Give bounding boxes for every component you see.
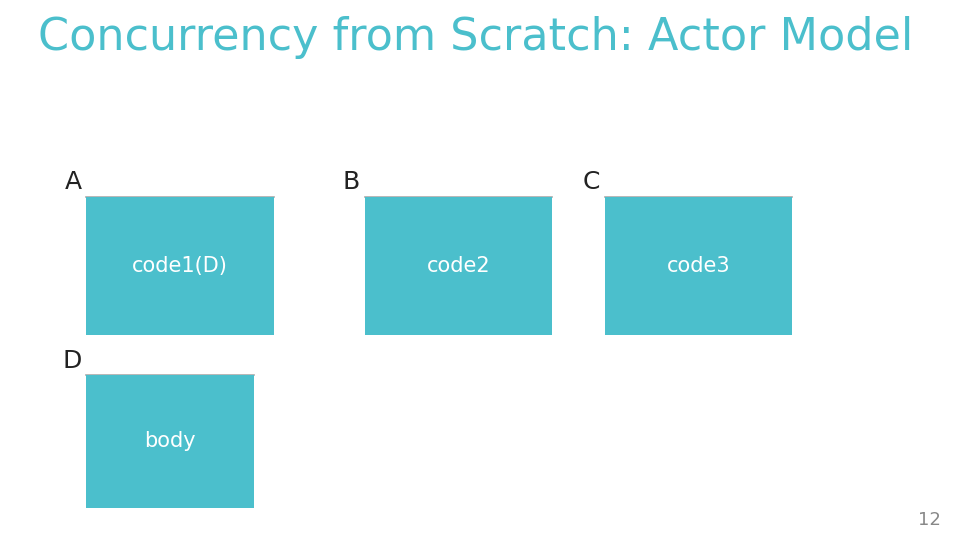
Text: D: D — [62, 349, 82, 373]
Text: 12: 12 — [918, 511, 941, 529]
Text: A: A — [64, 171, 82, 194]
Text: code1(D): code1(D) — [132, 256, 228, 276]
Text: code3: code3 — [666, 256, 731, 276]
Text: Concurrency from Scratch: Actor Model: Concurrency from Scratch: Actor Model — [38, 16, 914, 59]
Text: body: body — [145, 431, 196, 451]
Bar — [86, 197, 274, 335]
Bar — [605, 197, 792, 335]
Text: B: B — [343, 171, 360, 194]
Text: C: C — [583, 171, 600, 194]
Bar — [365, 197, 552, 335]
Bar — [86, 375, 254, 508]
Text: code2: code2 — [426, 256, 491, 276]
